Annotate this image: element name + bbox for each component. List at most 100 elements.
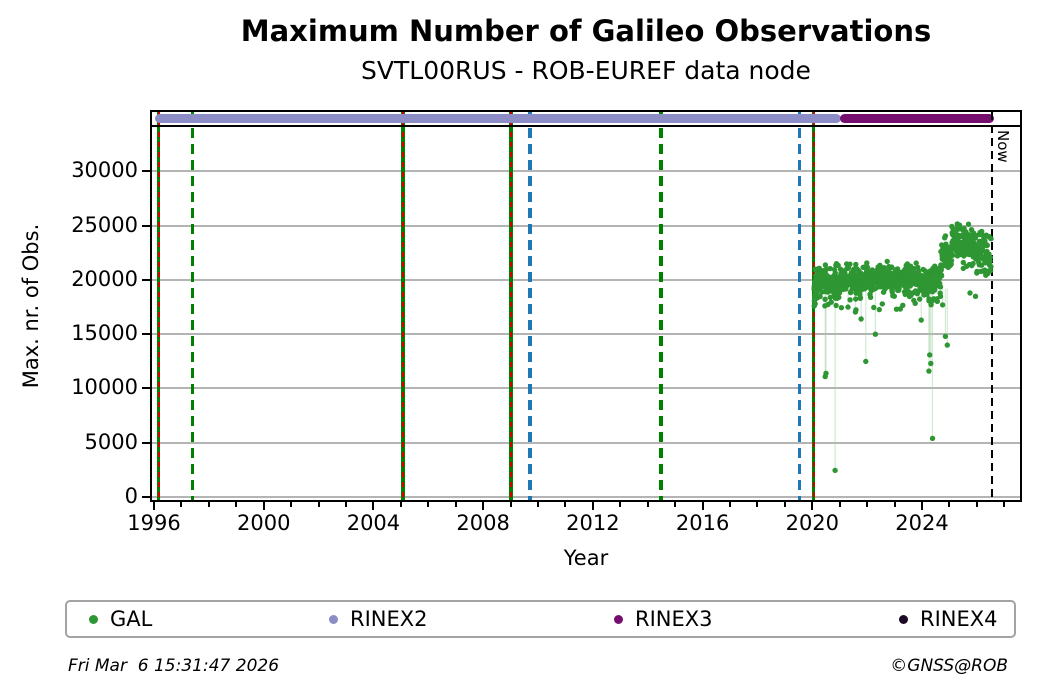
gal-data-point [972, 235, 979, 241]
gal-data-point [853, 296, 859, 302]
rinex3-bar [839, 114, 994, 123]
x-tick-major [482, 502, 485, 510]
event-line-blue-dashed [528, 112, 532, 500]
x-tick-major [372, 502, 375, 510]
x-tick-label: 2024 [895, 511, 949, 535]
y-gridline [152, 496, 1020, 498]
gal-data-point [894, 266, 901, 272]
y-tick-label: 10000 [71, 375, 138, 400]
chart-subtitle: SVTL00RUS - ROB-EUREF data node [361, 56, 811, 85]
y-tick [142, 170, 150, 173]
x-tick-label: 2000 [236, 511, 291, 535]
legend-swatch-rinex3 [614, 614, 623, 624]
x-tick-minor [427, 502, 430, 507]
gal-data-point [889, 264, 895, 270]
x-tick-label: 2012 [566, 511, 620, 535]
gal-data-point [838, 305, 845, 311]
gal-data-point [987, 268, 994, 274]
gal-data-point [937, 293, 944, 299]
x-tick-minor [537, 502, 540, 507]
gal-data-point [967, 290, 973, 296]
gal-data-point [948, 257, 955, 264]
gal-data-point [938, 273, 945, 279]
x-tick-minor [975, 502, 978, 507]
x-tick-minor [756, 502, 759, 507]
y-tick [142, 278, 150, 281]
x-tick-minor [838, 502, 841, 507]
gal-data-point [836, 294, 842, 300]
gal-data-point [988, 264, 994, 270]
gal-data-point [988, 236, 994, 242]
x-tick-minor [948, 502, 951, 507]
gal-data-point [900, 302, 906, 308]
gal-data-point [822, 296, 828, 302]
x-tick-minor [317, 502, 320, 507]
x-tick-minor [783, 502, 786, 507]
legend-swatch-rinex2 [329, 614, 338, 624]
x-tick-major [921, 502, 924, 510]
gal-data-point [984, 242, 990, 248]
event-line-red-dashed [510, 112, 513, 500]
y-axis-label: Max. nr. of Obs. [19, 223, 43, 389]
x-axis-label: Year [563, 546, 609, 570]
y-tick [142, 496, 150, 498]
gal-data-point [956, 222, 963, 228]
y-gridline [152, 278, 1020, 281]
gal-data-point [827, 265, 833, 272]
gal-data-point [932, 287, 938, 293]
gal-data-point [913, 260, 919, 266]
y-tick [142, 441, 150, 444]
credit-text: ©GNSS@ROB [890, 656, 1008, 676]
gal-data-point [970, 260, 976, 267]
legend-label: RINEX2 [350, 607, 428, 631]
gal-data-point [879, 301, 885, 307]
gal-data-point [823, 370, 829, 376]
legend-item-rinex2: RINEX2 [329, 602, 428, 636]
gal-data-point [911, 265, 917, 272]
gal-data-point [811, 303, 817, 309]
legend-swatch-gal [89, 614, 98, 624]
x-tick-major [262, 502, 265, 510]
gal-data-point [828, 299, 834, 305]
x-tick-minor [509, 502, 512, 507]
gal-data-point [929, 435, 936, 442]
x-tick-minor [454, 502, 457, 507]
x-tick-minor [180, 502, 183, 507]
y-gridline [152, 441, 1020, 444]
gal-data-point [858, 316, 864, 322]
x-tick-label: 2008 [456, 511, 510, 535]
gal-data-point [972, 293, 979, 299]
x-tick-minor [646, 502, 649, 507]
gal-data-point [845, 304, 851, 310]
gal-data-point [812, 296, 818, 303]
gal-data-point [871, 304, 877, 311]
legend-item-gal: GAL [89, 602, 152, 636]
legend-item-rinex3: RINEX3 [614, 602, 713, 636]
gal-data-point [987, 254, 993, 260]
y-tick [142, 387, 150, 390]
x-tick-major [153, 502, 155, 510]
y-tick [142, 333, 150, 336]
gal-data-point [853, 261, 859, 268]
y-tick-label: 0 [124, 484, 138, 508]
gal-data-point [872, 331, 879, 337]
gal-data-point [917, 296, 923, 302]
x-tick-major [811, 502, 814, 510]
gal-data-point [928, 360, 934, 367]
event-line-blue-dashed [797, 112, 802, 500]
y-gridline [152, 333, 1020, 336]
gal-data-point [859, 271, 865, 277]
y-tick-label: 20000 [71, 266, 138, 291]
gal-data-point [864, 264, 871, 271]
x-tick-minor [290, 502, 293, 507]
gal-data-point [832, 270, 838, 276]
legend: GAL RINEX2 RINEX3 RINEX4 [65, 600, 1016, 638]
event-line-green-dashed [190, 112, 195, 500]
gal-data-point [965, 221, 972, 227]
gal-data-point [974, 268, 980, 275]
x-tick-label: 2016 [675, 511, 730, 535]
x-tick-label: 1996 [127, 511, 181, 535]
gal-data-point [876, 306, 882, 313]
x-tick-minor [1003, 502, 1006, 507]
gal-data-point [836, 290, 843, 296]
